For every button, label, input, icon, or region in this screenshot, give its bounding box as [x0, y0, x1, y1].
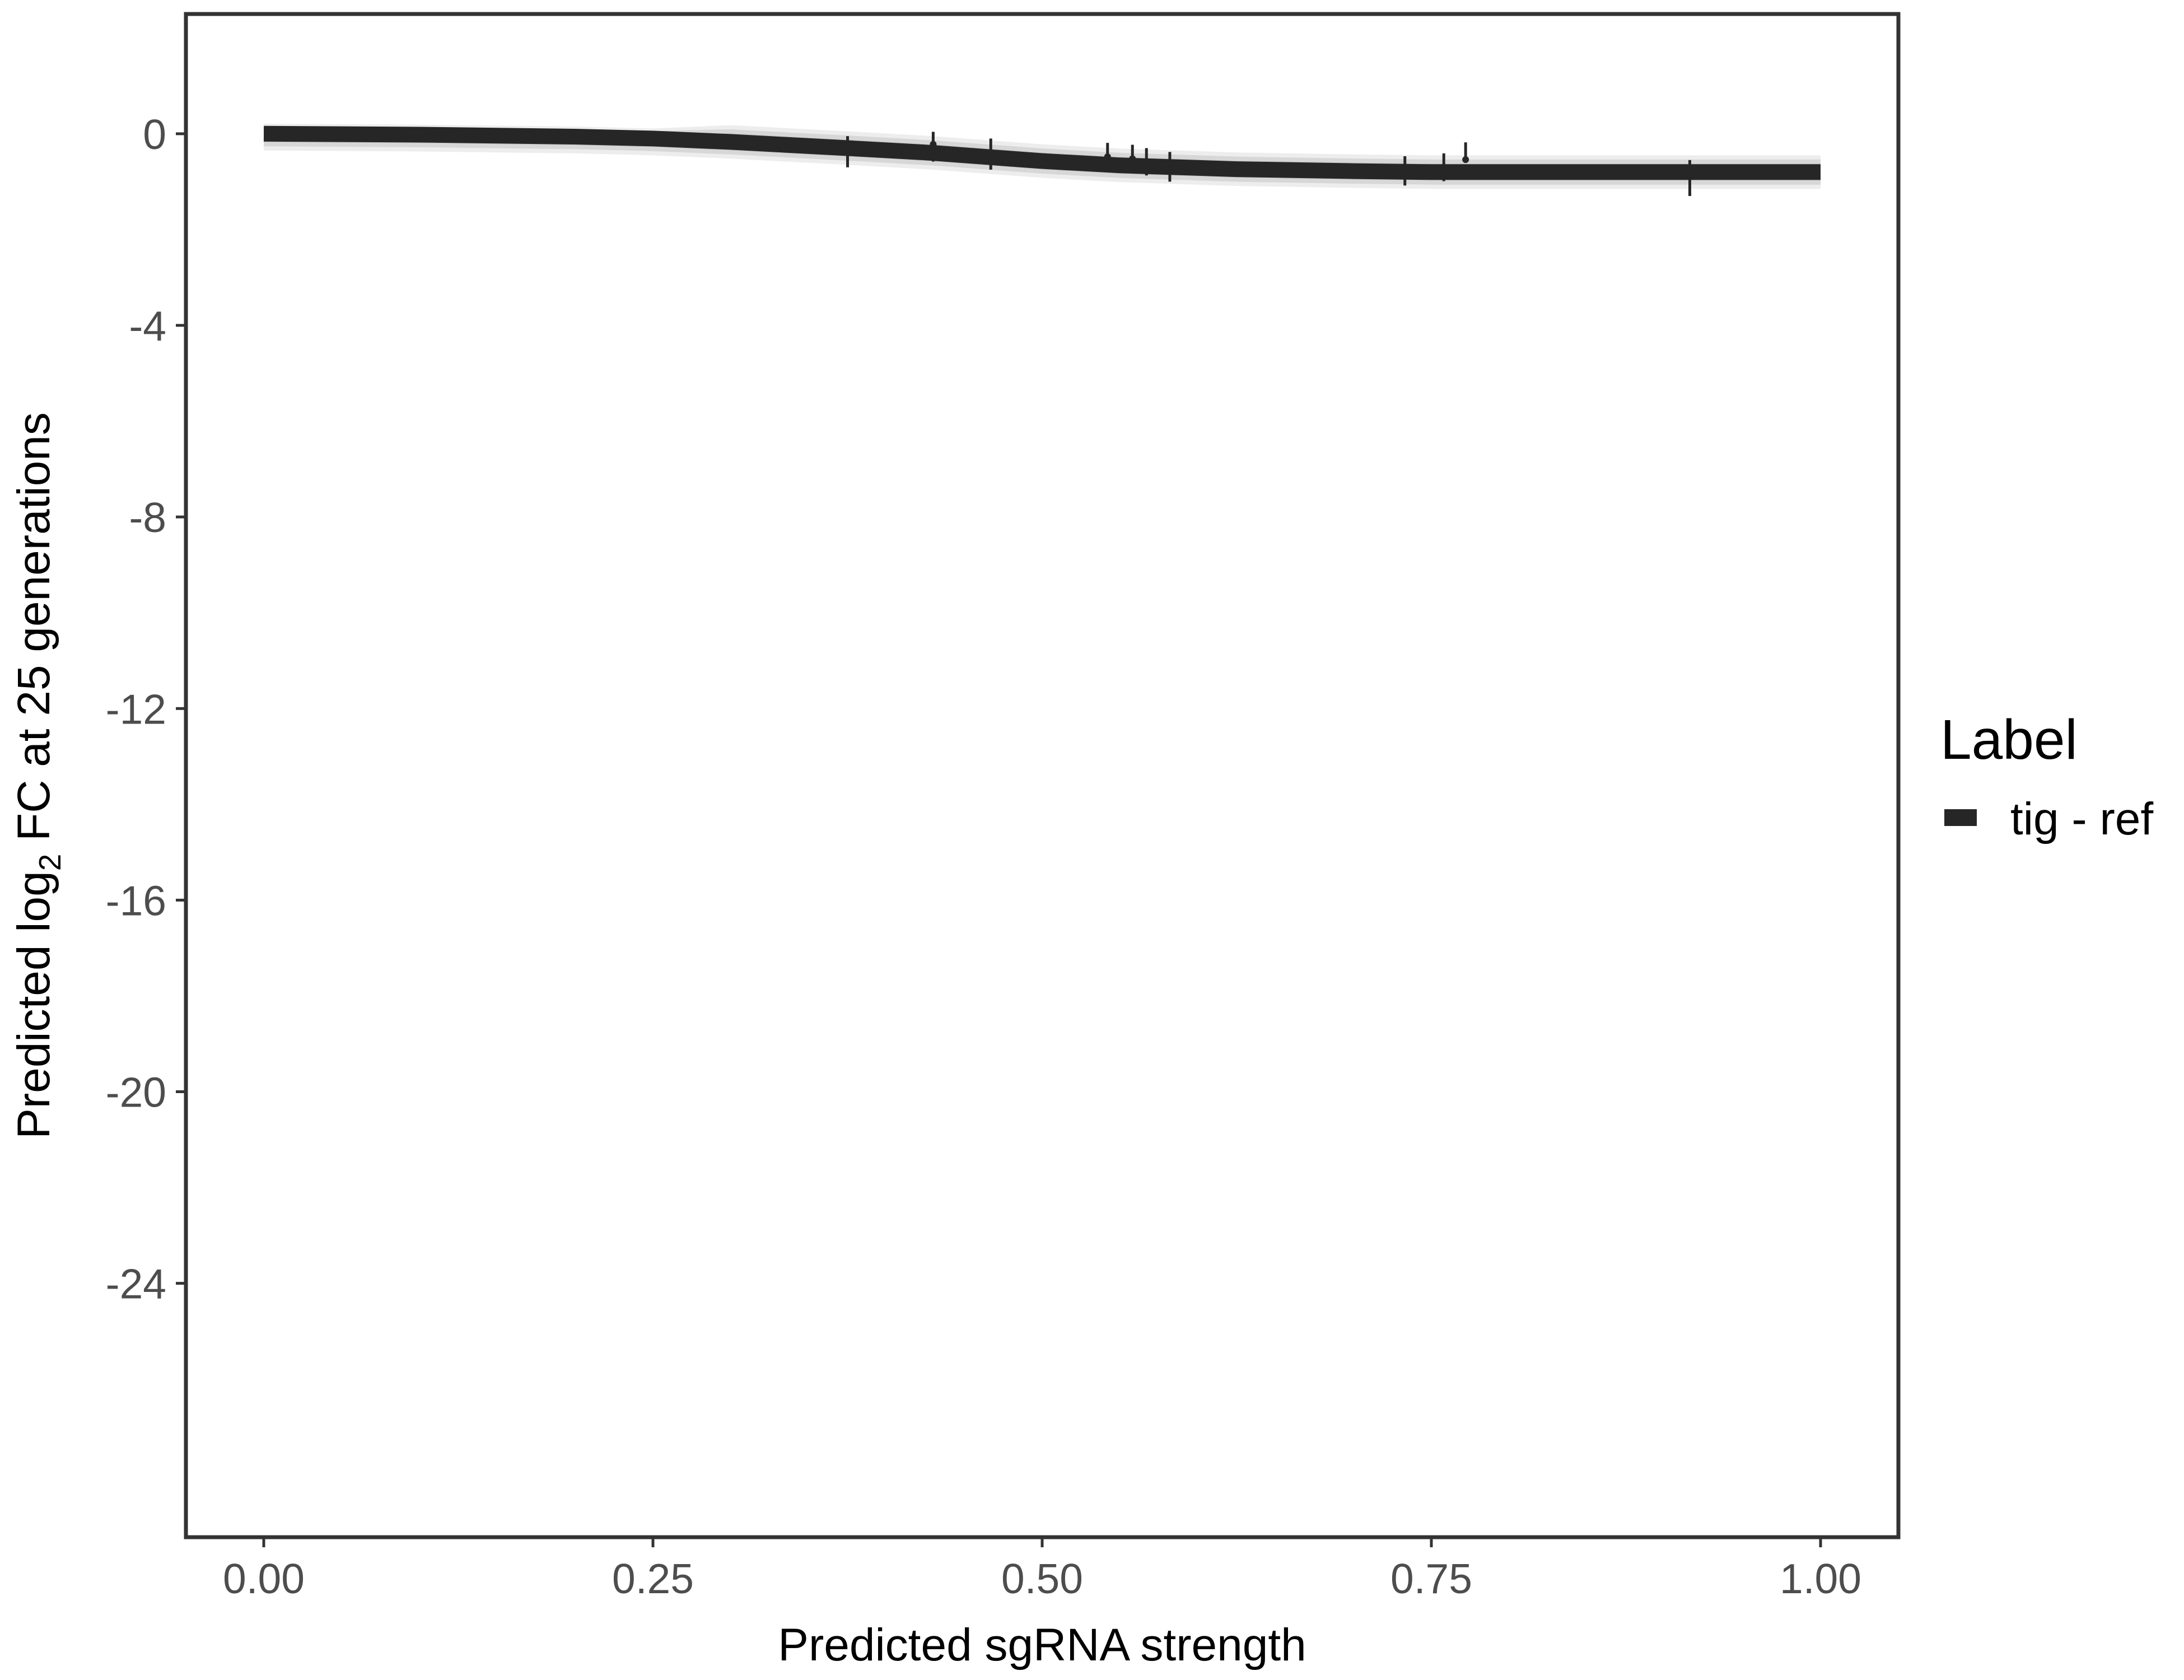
x-axis-label: Predicted sgRNA strength: [778, 1620, 1306, 1670]
y-axis: 0 -4 -8 -12 -16 -20 -24: [106, 111, 186, 1308]
data-point: [987, 150, 995, 157]
x-tick-label: 0.50: [1001, 1555, 1083, 1602]
y-axis-label: Predicted log2 FC at 25 generations: [8, 412, 67, 1139]
data-point: [1440, 164, 1448, 171]
legend-label-tig-ref: tig - ref: [2010, 794, 2153, 844]
error-bars: [844, 132, 1693, 197]
data-point: [1686, 173, 1693, 180]
y-tick-label: 0: [143, 111, 166, 158]
data-point: [1462, 156, 1469, 164]
x-tick-label: 0.75: [1390, 1555, 1472, 1602]
data-point: [1129, 155, 1136, 162]
y-tick-label: -24: [106, 1261, 166, 1308]
y-tick-label: -12: [106, 685, 166, 732]
data-point: [930, 141, 937, 148]
series-line-tig-ref: [263, 125, 1821, 180]
y-tick-label: -4: [129, 302, 166, 349]
y-tick-label: -20: [106, 1069, 166, 1116]
data-point: [1401, 167, 1408, 175]
x-axis: 0.00 0.25 0.50 0.75 1.00: [223, 1537, 1861, 1602]
data-point: [844, 148, 851, 156]
data-point: [1104, 153, 1111, 160]
legend-title: Label: [1940, 708, 2078, 771]
y-tick-label: -8: [129, 494, 166, 541]
data-point: [1143, 158, 1150, 165]
y-tick-label: -16: [106, 877, 166, 924]
x-tick-label: 0.25: [612, 1555, 694, 1602]
x-tick-label: 0.00: [223, 1555, 305, 1602]
plot-panel-border: [184, 12, 1901, 1539]
x-tick-label: 1.00: [1780, 1555, 1861, 1602]
data-point: [1166, 163, 1173, 170]
legend-key-tig-ref: [1944, 809, 1977, 826]
